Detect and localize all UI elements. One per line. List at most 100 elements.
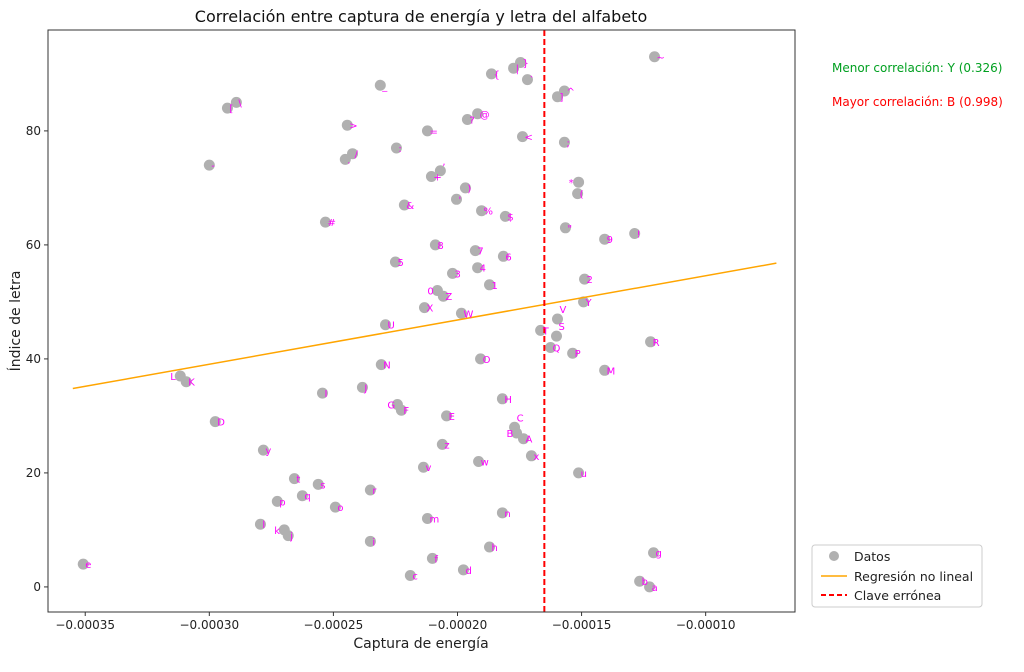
data-point [483,541,495,553]
data-point-label: - [211,161,215,172]
legend: Datos Regresión no lineal Clave errónea [811,544,983,608]
data-point [389,256,401,268]
data-point [404,570,416,582]
max-correlation-annotation: Mayor correlación: B (0.998) [832,95,1003,109]
data-point-label: 1 [491,281,497,292]
data-point-label: \ [238,98,242,109]
data-point-label: X [426,304,433,315]
data-point [364,535,376,547]
data-point [421,513,433,525]
data-point-label: _ [381,81,388,92]
data-point-label: 2 [587,275,593,286]
data-point-label: % [484,207,494,218]
data-point-label: 0 [427,287,433,298]
data-point-label: r [372,486,377,497]
data-point-label: i [372,537,375,548]
data-point [476,205,488,217]
data-point [525,450,537,462]
data-point [573,176,585,188]
x-axis: −0.00035 −0.00030 −0.00025 −0.00020 −0.00015… [55,612,736,632]
data-point [174,370,186,382]
data-point-label: f [434,554,438,565]
data-point [578,296,590,308]
data-point-label: k [274,526,280,537]
data-point [374,79,386,91]
data-point [645,336,657,348]
data-point-label: ( [580,190,584,201]
data-point [499,210,511,222]
data-point-label: A [525,435,532,446]
data-point-label: R [653,338,660,349]
data-point-label: K [188,378,195,389]
data-point-label: C [517,413,524,424]
data-point [221,102,233,114]
data-point-label: T [542,326,550,337]
x-axis-label: Captura de energía [353,636,488,652]
data-point-label: z [444,440,449,451]
data-point [545,342,557,354]
data-point-label: d [465,566,471,577]
data-point [426,552,438,564]
data-point-label: { [493,70,499,81]
y-tick-label: 60 [26,238,41,252]
data-point-label: Q [553,344,561,355]
data-point-label: = [429,127,437,138]
y-tick-label: 40 [26,352,41,366]
data-point-label: N [383,361,390,372]
data-point [288,473,300,485]
data-point [278,524,290,536]
data-point-label: ; [566,138,569,149]
data-point-label: 6 [505,252,511,263]
data-point [447,267,459,279]
data-point [551,330,563,342]
data-point-label: ] [559,93,563,104]
data-point-label: " [567,224,572,235]
data-point [417,461,429,473]
legend-marker-datos [829,551,839,561]
x-tick-label: −0.00025 [304,618,364,632]
data-point-label: v [425,463,431,474]
data-point [599,364,611,376]
data-point [558,136,570,148]
data-point [459,182,471,194]
data-point [567,347,579,359]
data-point-label: < [525,133,533,144]
data-point [573,467,585,479]
data-point-label: 9 [607,235,613,246]
data-point-label: x [533,452,539,463]
data-point [319,216,331,228]
data-point [648,547,660,559]
data-point-label: s [320,480,325,491]
data-point-label: 4 [480,264,486,275]
data-point-label: 8 [437,241,443,252]
data-point [257,444,269,456]
data-point [455,307,467,319]
data-point-label: 3 [455,269,461,280]
data-point-label: w [481,458,489,469]
data-point [425,170,437,182]
data-point-label: 7 [477,247,483,258]
data-point [341,119,353,131]
data-point [434,165,446,177]
data-point [391,399,403,411]
data-point-label: F [403,406,409,417]
data-point-label: Z [445,292,452,303]
data-point-label: V [559,305,566,316]
data-point [271,495,283,507]
data-point [356,381,368,393]
data-point [375,359,387,371]
data-point-label: ! [637,230,641,241]
data-point-label: e [85,560,91,571]
data-point-label: > [349,121,357,132]
data-point [483,279,495,291]
data-point-label: p [279,497,285,508]
data-point [230,96,242,108]
y-tick-label: 80 [26,124,41,138]
data-point [203,159,215,171]
data-point [429,239,441,251]
data-point-label: M [607,366,616,377]
data-point [77,558,89,570]
x-tick-label: −0.00030 [179,618,239,632]
min-correlation-annotation: Menor correlación: Y (0.326) [832,61,1002,75]
